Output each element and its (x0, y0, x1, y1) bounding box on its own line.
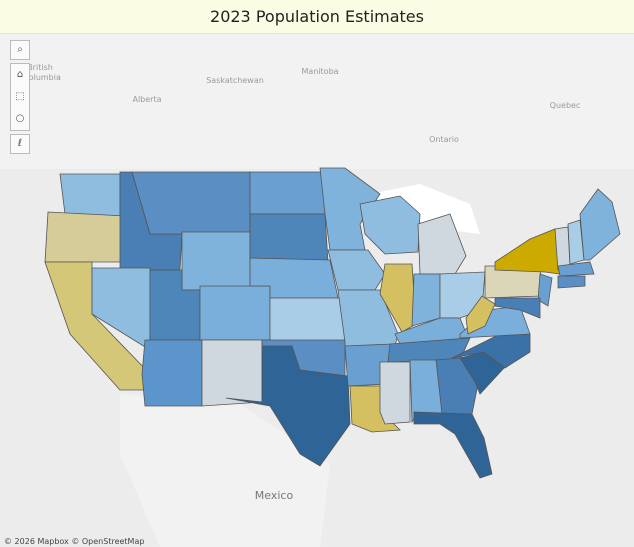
map-label: British (27, 63, 53, 72)
state (557, 275, 586, 289)
state (249, 171, 326, 215)
search-button[interactable]: ⌕ (10, 40, 30, 60)
state (225, 345, 351, 467)
state (181, 231, 251, 291)
state (269, 297, 346, 343)
state (465, 295, 496, 335)
state (435, 357, 479, 415)
selection-tools[interactable]: ⌂ ⬚ ○ (10, 63, 30, 131)
map-attribution: © 2026 Mapbox © OpenStreetMap (4, 537, 144, 546)
dashboard-title: 2023 Population Estimates (0, 0, 634, 34)
state (44, 211, 126, 263)
map-label: Quebec (550, 101, 581, 110)
states (44, 167, 621, 479)
state (359, 195, 421, 255)
state (59, 173, 121, 217)
state (554, 226, 571, 271)
state (494, 297, 541, 319)
map-label: Manitoba (301, 67, 338, 76)
state (319, 167, 381, 251)
canada-land (0, 34, 634, 169)
mexico-land (120, 394, 330, 547)
map: British Columbia Alberta Saskatchewan Ma… (0, 34, 634, 547)
state (579, 188, 621, 261)
map-toolbar: ⌕ ⌂ ⬚ ○ ℓ (10, 40, 30, 157)
state (327, 249, 386, 291)
state (201, 339, 263, 407)
map-label: Mexico (255, 489, 294, 502)
state (379, 361, 411, 425)
map-label: Ontario (429, 135, 459, 144)
state (413, 411, 493, 479)
state (394, 317, 469, 345)
state (417, 213, 467, 275)
map-label: Alberta (132, 95, 161, 104)
state (379, 263, 417, 333)
map-label: Columbia (23, 73, 61, 82)
state (411, 273, 441, 327)
state (557, 261, 595, 277)
state (199, 285, 271, 341)
map-label: Saskatchewan (206, 76, 264, 85)
state (131, 171, 251, 235)
state (537, 273, 553, 307)
lasso-button[interactable]: ℓ (10, 134, 30, 154)
state (141, 339, 203, 407)
state (249, 213, 329, 263)
